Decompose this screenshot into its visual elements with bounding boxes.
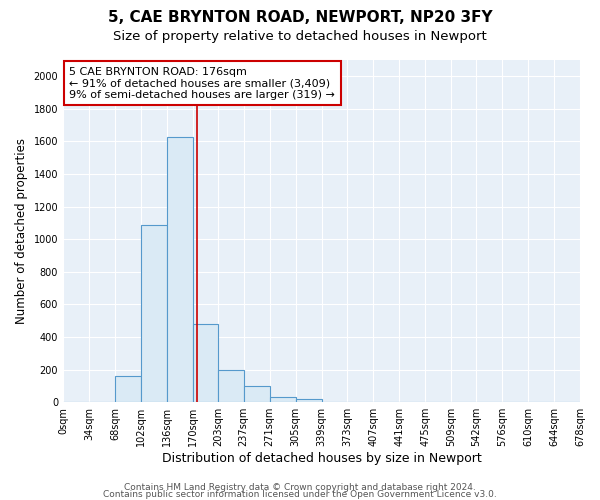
Text: Contains public sector information licensed under the Open Government Licence v3: Contains public sector information licen…	[103, 490, 497, 499]
Bar	[193, 324, 218, 402]
Text: 5, CAE BRYNTON ROAD, NEWPORT, NP20 3FY: 5, CAE BRYNTON ROAD, NEWPORT, NP20 3FY	[107, 10, 493, 25]
Text: Contains HM Land Registry data © Crown copyright and database right 2024.: Contains HM Land Registry data © Crown c…	[124, 484, 476, 492]
Y-axis label: Number of detached properties: Number of detached properties	[15, 138, 28, 324]
Bar	[244, 386, 269, 402]
Text: Size of property relative to detached houses in Newport: Size of property relative to detached ho…	[113, 30, 487, 43]
Bar	[115, 376, 141, 402]
Bar	[269, 396, 296, 402]
Bar	[141, 224, 167, 402]
Bar	[218, 370, 244, 402]
Bar	[167, 136, 193, 402]
Bar	[296, 399, 322, 402]
X-axis label: Distribution of detached houses by size in Newport: Distribution of detached houses by size …	[161, 452, 481, 465]
Text: 5 CAE BRYNTON ROAD: 176sqm
← 91% of detached houses are smaller (3,409)
9% of se: 5 CAE BRYNTON ROAD: 176sqm ← 91% of deta…	[69, 66, 335, 100]
